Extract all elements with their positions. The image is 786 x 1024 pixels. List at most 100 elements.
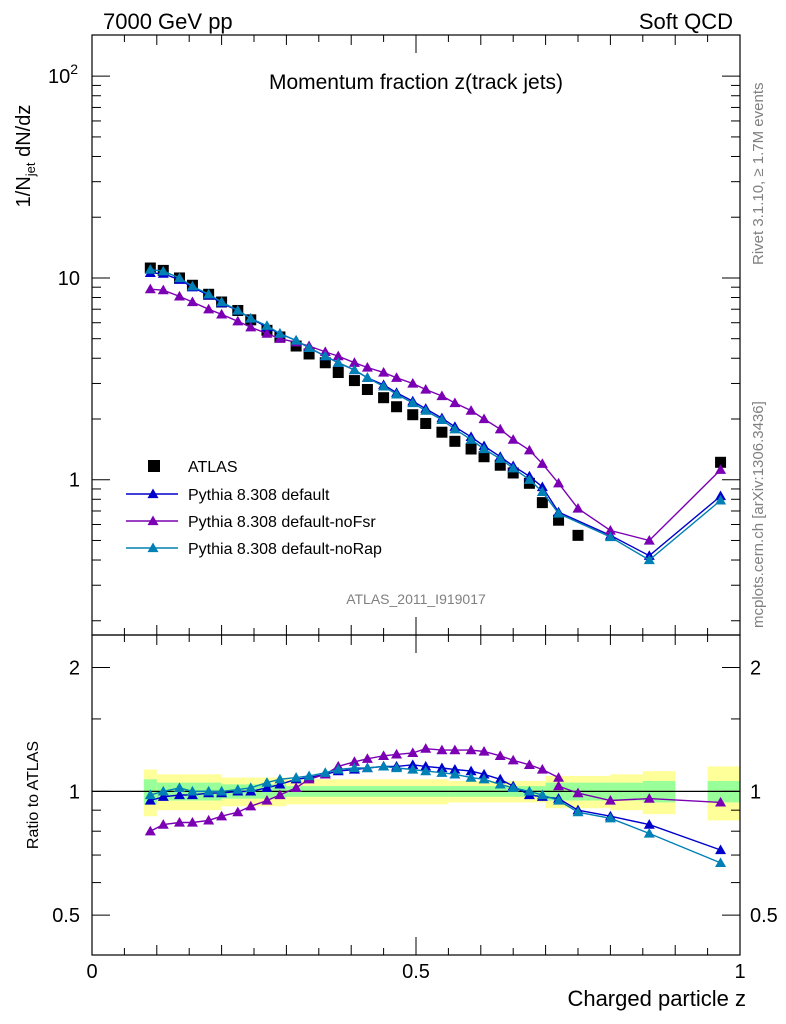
ratio-ticks: 0.5 0.5 1 1 2 2 0 0.5 1 — [52, 635, 778, 983]
legend-label: Pythia 8.308 default — [188, 487, 330, 504]
ratio-point — [604, 812, 616, 823]
ratio-y-tick-label: 0.5 — [52, 905, 80, 927]
mc-point — [203, 303, 215, 314]
ratio-point — [186, 816, 198, 827]
ratio-point — [465, 765, 477, 776]
mc-point — [507, 462, 519, 473]
ratio-point — [478, 746, 490, 756]
mc-point — [494, 423, 506, 434]
atlas-data-point — [436, 426, 448, 438]
ratio-point — [465, 744, 477, 755]
atlas-data-point — [319, 357, 331, 369]
mc-point — [536, 458, 548, 468]
mc-point — [449, 423, 461, 434]
legend-label: ATLAS — [188, 459, 238, 476]
ratio-point — [449, 744, 461, 755]
main-y-tick-label: 1 — [69, 470, 80, 492]
mc-point — [173, 272, 185, 283]
mc-point — [144, 283, 156, 294]
ratio-panel: 0.5 0.5 1 1 2 2 0 0.5 1 — [52, 634, 778, 983]
mc-point — [173, 290, 185, 301]
mc-point — [361, 372, 373, 382]
mc-point — [203, 288, 215, 299]
ratio-point — [536, 764, 548, 774]
series-pythia-8-308-default-norap — [144, 264, 727, 565]
ratio-point — [173, 789, 185, 800]
ratio-point — [245, 800, 257, 811]
mc-point — [604, 525, 616, 535]
atlas-data-point — [391, 401, 403, 413]
ratio-point — [391, 762, 403, 773]
ratio-y-tick-label-right: 0.5 — [750, 905, 778, 927]
mc-point — [572, 503, 584, 513]
mc-point — [232, 315, 244, 326]
mc-point — [378, 380, 390, 391]
ratio-point — [245, 782, 257, 792]
ratio-y-tick-label: 2 — [69, 658, 80, 680]
ratio-point — [378, 750, 390, 760]
ratio-point — [157, 819, 169, 829]
mc-point — [303, 342, 315, 353]
analysis-label: ATLAS_2011_I919017 — [346, 591, 486, 607]
mc-point — [436, 390, 448, 401]
atlas-data-point — [407, 409, 419, 421]
ratio-point — [715, 857, 727, 868]
ratio-point — [494, 750, 506, 760]
main-series-layer — [144, 262, 727, 565]
mc-point — [290, 334, 302, 345]
mc-point — [391, 372, 403, 382]
ratio-point — [553, 772, 565, 782]
atlas-data-point — [361, 384, 373, 396]
header-left-label: 7000 GeV pp — [103, 9, 233, 34]
ratio-point — [523, 785, 535, 796]
ratio-point — [604, 795, 616, 805]
mc-point — [494, 453, 506, 463]
ratio-point — [572, 806, 584, 817]
legend: ATLAS Pythia 8.308 default Pythia 8.308 de… — [126, 459, 382, 558]
ratio-point — [643, 827, 655, 838]
mc-point — [245, 312, 257, 323]
mc-point — [715, 464, 727, 474]
mc-point — [361, 361, 373, 372]
ratio-point — [232, 806, 244, 817]
main-ticks: 1 10 102 — [48, 35, 741, 635]
main-y-axis-label: 1/Njet dN/dz — [13, 105, 38, 208]
mc-point — [186, 296, 198, 307]
atlas-data-point — [478, 451, 490, 463]
mc-point — [643, 534, 655, 545]
mc-point — [449, 397, 461, 408]
ratio-point — [494, 773, 506, 784]
mc-point — [144, 264, 156, 274]
atlas-data-point — [465, 443, 477, 455]
mcplots-label: mcplots.cern.ch [arXiv:1306.3436] — [750, 401, 767, 628]
mc-point — [478, 413, 490, 424]
ratio-point — [407, 747, 419, 758]
header-right-label: Soft QCD — [639, 9, 733, 34]
mc-point — [332, 350, 344, 361]
ratio-point — [319, 767, 331, 777]
ratio-point — [144, 789, 156, 800]
ratio-point — [436, 744, 448, 755]
ratio-point — [391, 748, 403, 759]
main-y-tick-label: 102 — [48, 61, 78, 88]
atlas-data-point — [449, 435, 461, 447]
ratio-point — [494, 778, 506, 789]
mc-point — [216, 296, 228, 307]
mc-point — [643, 554, 655, 565]
ratio-point — [715, 844, 727, 855]
ratio-point — [186, 785, 198, 796]
mc-point — [332, 357, 344, 367]
atlas-data-point — [332, 366, 344, 378]
mc-point — [186, 280, 198, 291]
ratio-point — [261, 782, 273, 792]
ratio-point — [290, 782, 302, 792]
mc-point — [157, 284, 169, 295]
mc-point — [436, 414, 448, 424]
ratio-series-pythia-8-308-default-norap — [144, 760, 727, 868]
ratio-point — [290, 772, 302, 782]
series-pythia-8-308-default-nofsr — [144, 283, 727, 545]
rivet-version-label: Rivet 3.1.10, ≥ 1.7M events — [750, 83, 767, 266]
atlas-data-point — [494, 459, 506, 471]
atlas-data-point — [348, 375, 360, 387]
